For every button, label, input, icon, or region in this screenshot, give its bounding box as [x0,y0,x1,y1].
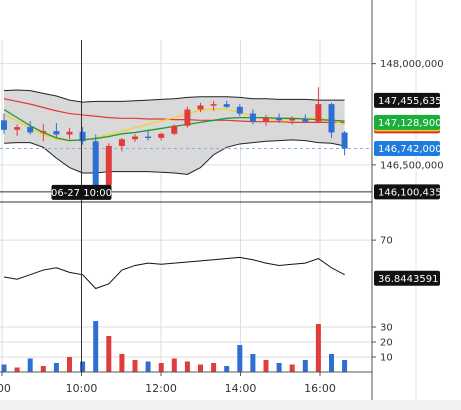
volume-bar [158,363,164,372]
volume-bar [289,364,295,372]
volume-bar [1,364,7,372]
volume-bar [237,345,243,372]
candle-body [105,145,112,186]
price-tags-layer: 147,455,635 147,128,900 146,742,000 146,100… [374,92,442,286]
candle-body [236,106,243,114]
sma-line [3,98,345,123]
bollinger-upper-tag [374,92,440,108]
volume-bar [250,354,256,372]
candle-body [158,133,165,138]
bollinger-lower-line [3,139,345,175]
volume-bar [145,361,151,372]
grid-layer [0,40,372,372]
volume-bar [132,360,138,372]
time-tick-label: 16:00 [304,382,336,395]
volume-layer [1,321,348,372]
candle-body [40,131,47,133]
candle-body [79,131,86,142]
volume-bar [119,354,125,372]
candle-body [118,139,125,146]
volume-bar [53,363,59,372]
volume-bar [198,364,203,372]
volume-bar [171,358,177,372]
volume-bar [302,360,308,372]
volume-bar [315,324,321,372]
volume-bar [224,366,230,372]
last-price-tag [374,141,440,157]
candles-layer [1,87,348,192]
ema-yellow-line [3,108,345,142]
last-price-tag-label: 146,742,000 [378,144,442,155]
volume-bar [27,358,33,372]
time-tick-label: 14:00 [225,382,257,395]
time-tick-label: 10:00 [66,382,98,395]
volume-bar [14,367,20,372]
volume-bar [342,360,348,372]
candle-body [145,136,152,139]
candle-body [341,132,348,149]
time-tick-label: 12:00 [145,382,177,395]
candle-body [315,104,322,122]
volume-bar [211,363,217,372]
bollinger-upper-tag-label: 147,455,635 [378,96,442,107]
volume-bar [184,361,190,372]
crosshair-time-tag [51,184,112,200]
candle-body [302,118,309,122]
candle-body [14,127,21,130]
volume-bar [106,336,112,372]
crosshair-layer: 06-27 10:00 [0,40,372,372]
volume-bar [40,366,46,372]
volume-bar [329,354,334,372]
volume-bar [93,321,99,372]
ma-tag-label: 147,128,900 [378,118,442,129]
candle-body [289,118,296,121]
oscillator-tick-label: 70 [380,236,393,247]
candle-body [66,131,73,135]
oscillator-tag-label: 36.8443591 [378,274,438,285]
price-tick-label: 148,000,000 [380,59,444,70]
candle-body [210,104,217,106]
candle-body [328,104,335,133]
candle-body [184,109,191,126]
axis-layer: 148,000,000146,500,00070302010:0010:0012… [0,59,444,395]
volume-bar [67,357,72,372]
volume-tick-label: 30 [380,323,393,334]
candle-body [171,125,178,134]
volume-tick-label: 20 [380,338,393,349]
oscillator-layer [3,256,345,290]
oscillator-tag [374,270,440,286]
price-tick-label: 146,500,000 [380,160,444,171]
time-tick-label: :00 [0,382,11,395]
candle-body [1,120,7,130]
crosshair-time-label: 06-27 10:00 [51,188,112,199]
bollinger-upper-line [3,89,345,103]
oscillator-line [3,256,345,290]
ma-tag [374,114,440,130]
volume-tick-label: 10 [380,353,393,364]
candle-body [27,127,34,133]
volume-bar [276,363,282,372]
volume-bar [80,361,86,372]
candle-body [92,141,99,186]
candle-body [263,117,269,122]
bottom-strip [0,400,461,410]
candle-body [53,131,60,135]
candle-body [276,117,283,121]
crosshair-price-tag-label: 146,100,435 [378,187,442,198]
candle-body [249,113,256,122]
candle-body [223,104,230,107]
crosshair-price-tag [374,184,440,200]
candle-body [132,136,138,140]
candle-body [197,105,204,110]
volume-bar [263,360,269,372]
